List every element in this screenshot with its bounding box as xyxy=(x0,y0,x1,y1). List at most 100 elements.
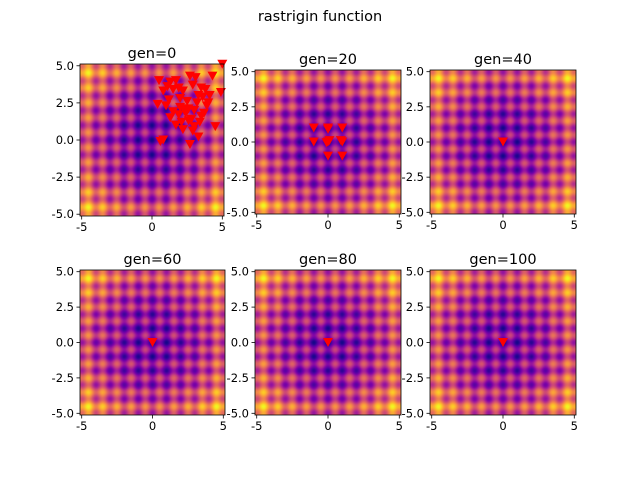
individual-marker xyxy=(187,80,198,90)
individual-marker xyxy=(177,86,188,96)
individual-marker xyxy=(173,83,184,93)
individual-marker xyxy=(337,151,348,161)
y-tick-label: -2.5 xyxy=(402,170,424,184)
y-tick-label: 2.5 xyxy=(231,100,249,114)
x-tick-label: 0 xyxy=(499,218,506,232)
individual-marker xyxy=(204,90,215,100)
individual-marker xyxy=(170,76,181,86)
x-tick-label: -5 xyxy=(251,218,262,232)
individual-marker xyxy=(197,92,208,102)
y-tick-label: 5.0 xyxy=(231,65,249,79)
individual-marker xyxy=(155,136,166,146)
individual-marker xyxy=(182,96,193,106)
individual-marker xyxy=(200,85,211,95)
individual-marker xyxy=(183,116,194,126)
subplot-1: gen=20 -5 0 5 5.0 2.5 0.0 -2.5 -5.0 xyxy=(227,52,403,232)
y-tick-label: -5.0 xyxy=(227,205,249,219)
subplot-4: gen=80 -5 0 5 5.0 2.5 0.0 -2.5 -5.0 xyxy=(227,252,403,433)
x-tick-label: 5 xyxy=(571,419,578,433)
x-tick-label: 0 xyxy=(149,419,156,433)
x-tick-label: 5 xyxy=(396,218,403,232)
subplot-3: gen=60 -5 0 5 5.0 2.5 0.0 -2.5 -5.0 xyxy=(52,252,227,433)
individual-marker xyxy=(196,111,207,121)
y-tick-label: 5.0 xyxy=(56,59,74,73)
individual-marker xyxy=(193,132,204,142)
y-tick-label: 0.0 xyxy=(56,336,74,350)
individual-marker xyxy=(498,338,508,347)
x-tick-label: 0 xyxy=(324,218,331,232)
subplot-title: gen=60 xyxy=(124,252,182,268)
individual-marker xyxy=(323,124,333,134)
figure-title: rastrigin function xyxy=(257,9,383,25)
individual-marker xyxy=(170,120,181,130)
subplot-5: gen=100 -5 0 5 5.0 2.5 0.0 -2.5 -5.0 xyxy=(402,252,578,433)
y-tick-label: 5.0 xyxy=(406,65,424,79)
x-tick-label: -5 xyxy=(251,419,262,433)
y-tick-label: 0.0 xyxy=(406,336,424,350)
x-tick-label: 0 xyxy=(148,220,155,234)
y-tick-label: 0.0 xyxy=(231,336,249,350)
y-tick-label: -2.5 xyxy=(227,170,249,184)
y-tick-label: -2.5 xyxy=(402,371,424,385)
individual-marker xyxy=(175,102,186,112)
individual-marker xyxy=(187,126,198,136)
individual-marker xyxy=(189,105,200,115)
individual-marker xyxy=(168,107,179,117)
y-tick-label: 2.5 xyxy=(56,96,74,110)
individual-marker xyxy=(308,137,319,147)
y-tick-label: 0.0 xyxy=(231,135,249,149)
x-tick-label: 0 xyxy=(324,419,331,433)
y-tick-label: 5.0 xyxy=(56,265,74,279)
individual-marker xyxy=(176,117,187,127)
y-tick-label: -5.0 xyxy=(402,406,424,420)
y-tick-label: 2.5 xyxy=(406,100,424,114)
x-tick-label: -5 xyxy=(426,218,437,232)
y-tick-label: -5.0 xyxy=(402,205,424,219)
x-tick-label: -5 xyxy=(426,419,437,433)
individual-marker xyxy=(158,86,169,96)
individual-marker xyxy=(165,113,176,123)
y-tick-label: -2.5 xyxy=(52,371,74,385)
individual-marker xyxy=(207,71,218,81)
y-tick-label: 0.0 xyxy=(56,133,74,147)
individual-marker xyxy=(335,136,346,146)
y-tick-label: 5.0 xyxy=(406,265,424,279)
y-tick-label: -2.5 xyxy=(52,170,74,184)
x-tick-label: -5 xyxy=(76,419,87,433)
y-tick-label: -2.5 xyxy=(227,371,249,385)
individual-marker xyxy=(173,110,184,120)
individual-marker xyxy=(323,151,333,161)
individual-marker xyxy=(152,99,163,109)
individual-marker xyxy=(498,137,508,147)
subplot-title: gen=80 xyxy=(299,252,357,268)
x-tick-label: 5 xyxy=(220,419,227,433)
individual-marker xyxy=(321,138,332,148)
y-tick-label: 0.0 xyxy=(406,135,424,149)
x-tick-label: 5 xyxy=(396,419,403,433)
individual-marker xyxy=(308,123,319,133)
individual-marker xyxy=(154,76,165,86)
subplot-0: gen=0 -5 0 5 5.0 2.5 0.0 -2.5 -5.0 xyxy=(52,46,228,234)
y-tick-label: 2.5 xyxy=(231,300,249,314)
individual-marker xyxy=(177,125,188,135)
individual-marker xyxy=(168,85,179,95)
individual-marker xyxy=(147,338,158,347)
individual-marker xyxy=(192,98,202,108)
y-tick-label: -5.0 xyxy=(52,207,74,221)
individual-marker xyxy=(203,98,214,108)
individual-marker xyxy=(210,122,221,132)
x-tick-label: 5 xyxy=(219,220,226,234)
y-tick-label: -5.0 xyxy=(227,406,249,420)
individual-marker xyxy=(337,123,348,133)
subplot-title: gen=100 xyxy=(469,252,536,268)
individual-marker xyxy=(215,88,226,97)
individual-marker xyxy=(323,338,333,347)
y-tick-label: -5.0 xyxy=(52,406,74,420)
subplot-2: gen=40 -5 0 5 5.0 2.5 0.0 -2.5 -5.0 xyxy=(402,52,578,232)
subplot-title: gen=0 xyxy=(128,46,177,62)
individual-marker xyxy=(183,104,194,114)
individual-marker xyxy=(165,77,176,87)
x-tick-label: 5 xyxy=(571,218,578,232)
